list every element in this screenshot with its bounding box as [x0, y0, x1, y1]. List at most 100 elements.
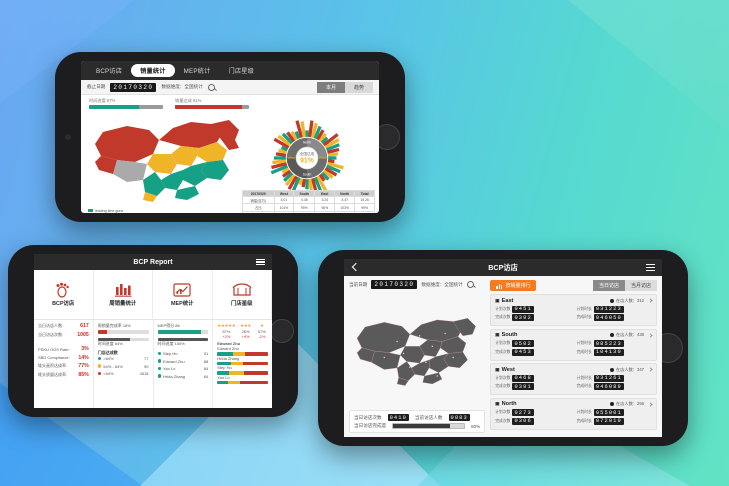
- card-title: MEP统计: [171, 301, 194, 307]
- footer-left-label: 当日访店次数: [354, 414, 382, 420]
- segment-trend[interactable]: 趋势: [344, 81, 373, 93]
- progress-bars: 时间进度 67% 销量达成 91%: [81, 95, 379, 110]
- bar-chart-icon: [496, 283, 503, 289]
- progress-sales-caption: 销量达成 91%: [175, 98, 202, 103]
- hamburger-icon[interactable]: [256, 258, 265, 266]
- card-mep[interactable]: MEP统计: [153, 270, 213, 319]
- store-icon: [232, 283, 252, 296]
- footer-stats-row: 当日访店次数 0410 当前访店人数 0083: [354, 414, 480, 421]
- region-card-west[interactable]: ▣ West 在店人数：347 计划次数 0468 计划时长 031261 完成次数…: [490, 363, 657, 395]
- tab-sales-statistics[interactable]: 销量统计: [131, 64, 175, 77]
- search-icon[interactable]: [466, 281, 474, 288]
- region-flag-icon: ▣: [495, 401, 500, 406]
- progress-time-caption: 时间进度 67%: [89, 98, 116, 103]
- radial-quadrant-north: North: [303, 140, 311, 144]
- weekly-time-bar: [97, 337, 149, 342]
- footer-right-value: 0083: [448, 414, 470, 421]
- legend-row: >64% 77: [97, 356, 149, 361]
- footer-progress-label: 当日访店完成度: [354, 423, 387, 428]
- tab-bcp-visit[interactable]: BCP访店: [96, 68, 123, 75]
- map-controls: 当前日期 20170320 数据维度：全国统计: [349, 280, 485, 289]
- region-row: 计划次数 0502 计划时长 085223: [495, 340, 624, 347]
- dashboard-body: leading time gone < 10% vs. time gone > …: [81, 110, 379, 213]
- card-weekly-sales[interactable]: 周销量统计: [94, 270, 153, 319]
- segment-this-month[interactable]: 本月: [316, 81, 345, 93]
- hamburger-icon[interactable]: [646, 264, 655, 271]
- control-bar: 截止日期 20170320 数据维度：全国统计 本月 趋势: [81, 80, 379, 95]
- region-card-south[interactable]: ▣ South 在店人数：438 计划次数 0502 计划时长 085223 完成次…: [490, 328, 657, 361]
- map-legend: leading time gone < 10% vs. time gone > …: [88, 207, 128, 213]
- region-count: 在店人数：312: [610, 298, 653, 304]
- radial-quadrant-east: East: [320, 156, 327, 160]
- radial-sales-chart[interactable]: 全国达成 91% North South West East: [261, 112, 353, 204]
- region-header: ▣ East 在店人数：312: [495, 297, 653, 304]
- tab-store-rating[interactable]: 门店星级: [228, 68, 255, 75]
- report-header: BCP Report: [34, 254, 272, 270]
- metric-display-area: 堆头画积达成率: 77%: [38, 363, 89, 369]
- tab-mep-statistics[interactable]: MEP统计: [183, 68, 211, 75]
- segment-today-visit[interactable]: 当日访店: [592, 280, 625, 291]
- legend-row: <54% 4518: [97, 371, 149, 376]
- table-header-row: 20170320 West South East North Total: [241, 190, 375, 198]
- visit-summary-footer: 当日访店次数 0410 当前访店人数 0083 当日访店完成度 80%: [349, 410, 486, 433]
- footer-progress-value: 80%: [471, 423, 481, 429]
- region-card-north[interactable]: ▣ North 在店人数：256 计划次数 0273 计划时长 055001 完成次…: [490, 397, 657, 430]
- mep-time-caption: 时间进度 100%: [157, 341, 185, 347]
- progress-sales-achievement: 销量达成 91%: [175, 98, 249, 109]
- summary-cards: BCP访店 周销量统计 MEP统计: [34, 270, 272, 320]
- visit-progress-bar: [392, 423, 466, 429]
- dimension-label: 数据维度：全国统计: [421, 281, 463, 287]
- home-button[interactable]: [270, 319, 294, 343]
- star-summary: ★★★★★ 57% +2% ★★★ 26% +9% ★ 57% -2%: [217, 323, 268, 339]
- period-segmented-control: 本月 趋势: [316, 81, 373, 93]
- region-header: ▣ West 在店人数：347: [495, 366, 653, 373]
- region-name: North: [501, 401, 517, 407]
- region-row: 完成次数 0453 完成时长 104130: [495, 348, 624, 356]
- card-bcp-visit[interactable]: BCP访店: [34, 270, 94, 319]
- region-name: West: [501, 366, 515, 373]
- metric-psku-oos: PSKU OOS Rate: 3%: [38, 346, 89, 352]
- page-title: BCP访店: [488, 262, 518, 272]
- sort-by-sales-button[interactable]: 按销量排行: [490, 280, 537, 291]
- date-label: 当前日期: [349, 281, 368, 287]
- region-row: 完成次数 0306 完成时长 072010: [495, 417, 624, 425]
- legend-row: 54% - 64% 90: [97, 364, 149, 369]
- china-map-grey[interactable]: [349, 291, 485, 408]
- region-name: East: [501, 297, 514, 304]
- phone-bottom-right-landscape: BCP访店 当前日期 20170320 数据维度：全国统计: [318, 250, 688, 446]
- card-title: 门店星级: [230, 301, 253, 307]
- radial-chart-panel: 全国达成 91% North South West East 20170320 …: [236, 110, 379, 213]
- dimension-label: 数据维度：全国统计: [161, 84, 203, 89]
- mep-time-bar: [157, 337, 209, 342]
- card-title: 周销量统计: [109, 301, 137, 307]
- metric-sbd-compliance: SBD Compliance: 14%: [38, 354, 89, 361]
- card-store-rating[interactable]: 门店星级: [213, 270, 272, 319]
- screen-bcp-store-visit: BCP访店 当前日期 20170320 数据维度：全国统计: [344, 259, 662, 437]
- back-chevron-icon[interactable]: [351, 262, 361, 271]
- region-summary-table: 20170320 West South East North Total 销量(…: [241, 190, 375, 213]
- stat-visit-people: 当日访店人数: 617: [38, 323, 89, 329]
- weekly-time-caption: 时间进度 64%: [97, 341, 123, 347]
- star-group: ★ 57% -2%: [257, 323, 266, 339]
- legend-item-leading: leading time gone: [88, 209, 128, 213]
- map-column: 当前日期 20170320 数据维度：全国统计: [344, 276, 490, 437]
- footer-right-label: 当前访店人数: [414, 414, 443, 420]
- star-group: ★★★★★ 57% +2%: [217, 323, 236, 339]
- screen-sales-statistics: BCP访店 销量统计 MEP统计 门店星级 截止日期 20170320 数据维度…: [81, 61, 379, 213]
- china-choropleth-map[interactable]: [87, 110, 247, 206]
- date-value[interactable]: 20170320: [371, 280, 418, 289]
- region-row: 计划次数 0468 计划时长 031261: [495, 374, 624, 382]
- metric-display-quality: 堆头质量达成率: 85%: [38, 371, 89, 378]
- segment-month-visit[interactable]: 当月访店: [624, 280, 657, 291]
- person-row: Edward Zhu 88: [157, 359, 208, 364]
- date-value[interactable]: 20170320: [110, 82, 157, 92]
- footer-progress-row: 当日访店完成度 80%: [354, 423, 480, 429]
- rating-person-row: Yao Lo: [217, 375, 268, 385]
- search-icon[interactable]: [207, 83, 215, 91]
- region-card-east[interactable]: ▣ East 在店人数：312 计划次数 0451 计划时长 031223 完成次数…: [490, 294, 657, 326]
- card-title: BCP访店: [52, 301, 75, 307]
- store-visit-header: BCP访店: [344, 259, 662, 276]
- region-name: South: [501, 332, 518, 338]
- phone-bottom-left-landscape: BCP Report BCP访店 周销量统计: [8, 245, 298, 417]
- region-controls: 按销量排行 当日访店 当月访店: [490, 280, 657, 291]
